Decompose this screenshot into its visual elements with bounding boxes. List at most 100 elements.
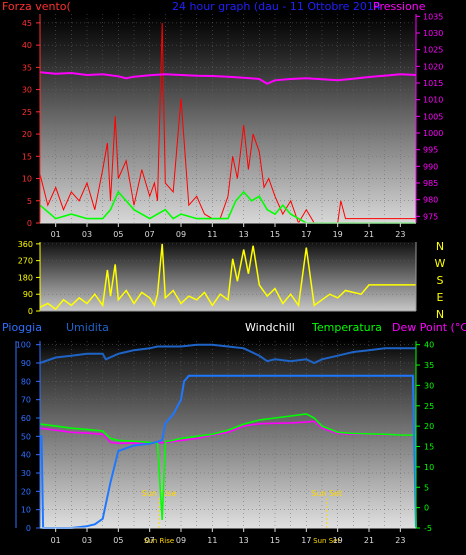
humidity-y-tick-label: 70 xyxy=(21,396,31,405)
compass-letter: N xyxy=(436,308,444,321)
pressure-y-tick-label: 1000 xyxy=(423,129,443,138)
wind-y-tick-label: 5 xyxy=(27,197,32,206)
wind-grid xyxy=(39,14,417,224)
compass-letter: W xyxy=(435,257,446,270)
temp-x-axis: 01 03 05 07 09 11 13 15 17 19 21 23 xyxy=(40,527,416,545)
windchill-label: Windchill xyxy=(245,321,295,334)
sun-annotations: Sun Rise Sun Rise Sun Set Sun Set xyxy=(142,489,342,545)
wind-y-tick-label: 25 xyxy=(22,108,32,117)
wind-x-tick-label: 23 xyxy=(395,230,405,239)
wind-x-tick-label: 19 xyxy=(333,230,343,239)
temperature-y-tick-label: 20 xyxy=(424,422,434,431)
temp-x-tick-label: 19 xyxy=(333,536,343,545)
humidity-y-tick-label: 10 xyxy=(21,506,31,515)
humidity-y-tick-label: 80 xyxy=(21,377,31,386)
humidity-line xyxy=(39,343,416,365)
wind-x-tick-label: 07 xyxy=(145,230,155,239)
direction-y-tick-label: 360 xyxy=(18,240,33,249)
temperature-label: Temperatura xyxy=(311,321,382,334)
wind-y-tick-label: 40 xyxy=(22,41,32,50)
dewpoint-label: Dew Point (°C) xyxy=(392,321,466,334)
temperature-right-axis: -5 0 5 10 15 20 25 30 35 40 xyxy=(415,341,434,533)
temp-grid xyxy=(39,341,417,529)
pressure-y-tick-label: 1015 xyxy=(423,79,443,88)
wind-y-tick-label: 0 xyxy=(27,219,32,228)
sun-marker-axis-label: Sun Rise xyxy=(144,537,174,545)
humidity-y-tick-label: 40 xyxy=(21,451,31,460)
temp-x-tick-label: 05 xyxy=(113,536,123,545)
temp-x-tick-label: 03 xyxy=(82,536,92,545)
compass-letter: S xyxy=(437,274,444,287)
humidity-y-tick-label: 20 xyxy=(21,487,31,496)
wind-y-tick-label: 20 xyxy=(22,130,32,139)
wind-x-axis: 01 03 05 07 09 11 13 15 17 19 21 23 xyxy=(40,222,416,239)
pressure-y-tick-label: 975 xyxy=(423,212,438,221)
temperature-y-tick-label: -5 xyxy=(424,524,432,533)
direction-y-tick-label: 0 xyxy=(28,307,33,316)
temp-x-tick-label: 01 xyxy=(51,536,61,545)
humidity-y-tick-label: 0 xyxy=(26,524,31,533)
humidity-y-tick-label: 60 xyxy=(21,414,31,423)
dewpoint-line xyxy=(39,420,416,445)
wind-x-tick-label: 15 xyxy=(270,230,280,239)
pressure-y-tick-label: 985 xyxy=(423,179,438,188)
temp-x-tick-label: 17 xyxy=(301,536,311,545)
pressure-y-tick-label: 1005 xyxy=(423,112,443,121)
pressure-y-tick-label: 1010 xyxy=(423,96,443,105)
humidity-left-axis: 0 10 20 30 40 50 60 70 80 90 100 xyxy=(15,341,41,533)
wind-y-tick-label: 35 xyxy=(22,63,32,72)
wind-x-tick-label: 17 xyxy=(301,230,311,239)
temperature-y-tick-label: 40 xyxy=(424,341,434,350)
temp-x-tick-label: 23 xyxy=(395,536,405,545)
temperature-y-tick-label: 25 xyxy=(424,402,434,411)
pressure-y-tick-label: 1030 xyxy=(423,29,443,38)
wind-left-label: Forza vento( xyxy=(2,0,71,13)
pressure-y-tick-label: 990 xyxy=(423,162,438,171)
wind-y-tick-label: 15 xyxy=(22,152,32,161)
wind-x-tick-label: 01 xyxy=(51,230,61,239)
temp-x-tick-label: 09 xyxy=(176,536,186,545)
temperature-y-tick-label: 10 xyxy=(424,463,434,472)
rain-label: Pioggia xyxy=(2,321,42,334)
pressure-y-tick-label: 980 xyxy=(423,196,438,205)
temperature-line xyxy=(39,413,416,520)
humidity-y-tick-label: 90 xyxy=(21,359,31,368)
sun-marker-axis-label: Sun Set xyxy=(313,537,340,545)
pressure-y-tick-label: 1020 xyxy=(423,62,443,71)
direction-series xyxy=(39,243,416,311)
pressure-line xyxy=(39,71,417,85)
humidity-y-tick-label: 50 xyxy=(21,432,31,441)
compass-letter: N xyxy=(436,240,444,253)
humidity-y-tick-label: 30 xyxy=(21,469,31,478)
wind-x-tick-label: 09 xyxy=(176,230,186,239)
wind-x-tick-label: 13 xyxy=(239,230,249,239)
wind-y-tick-label: 45 xyxy=(22,19,32,28)
wind-x-tick-label: 11 xyxy=(207,230,217,239)
temp-x-tick-label: 11 xyxy=(207,536,217,545)
wind-x-tick-label: 21 xyxy=(364,230,374,239)
wind-x-tick-label: 05 xyxy=(113,230,123,239)
wind-direction-line xyxy=(39,243,416,311)
rain-line xyxy=(40,374,417,529)
direction-left-axis: 0 90 180 270 360 xyxy=(18,240,417,316)
sun-marker-label: Sun Set xyxy=(311,489,342,498)
direction-y-tick-label: 90 xyxy=(23,290,33,299)
pressure-right-axis: 975 980 985 990 995 1000 1005 1010 1015 1020 1025 1… xyxy=(415,12,443,223)
direction-y-tick-label: 270 xyxy=(18,257,33,266)
wind-y-tick-label: 30 xyxy=(22,86,32,95)
humidity-label: Umidita xyxy=(66,321,109,334)
pressure-y-tick-label: 1025 xyxy=(423,46,443,55)
temp-x-tick-label: 07 xyxy=(145,536,155,545)
temp-x-tick-label: 15 xyxy=(270,536,280,545)
wind-left-axis: 0 5 10 15 20 25 30 35 40 45 xyxy=(22,14,41,228)
temperature-y-tick-label: 15 xyxy=(424,443,434,452)
compass-letter: E xyxy=(437,291,444,304)
temperature-y-tick-label: 30 xyxy=(424,381,434,390)
wind-chart-title: 24 hour graph (dau - 11 Ottobre 2014 xyxy=(172,0,381,13)
wind-x-tick-label: 03 xyxy=(82,230,92,239)
